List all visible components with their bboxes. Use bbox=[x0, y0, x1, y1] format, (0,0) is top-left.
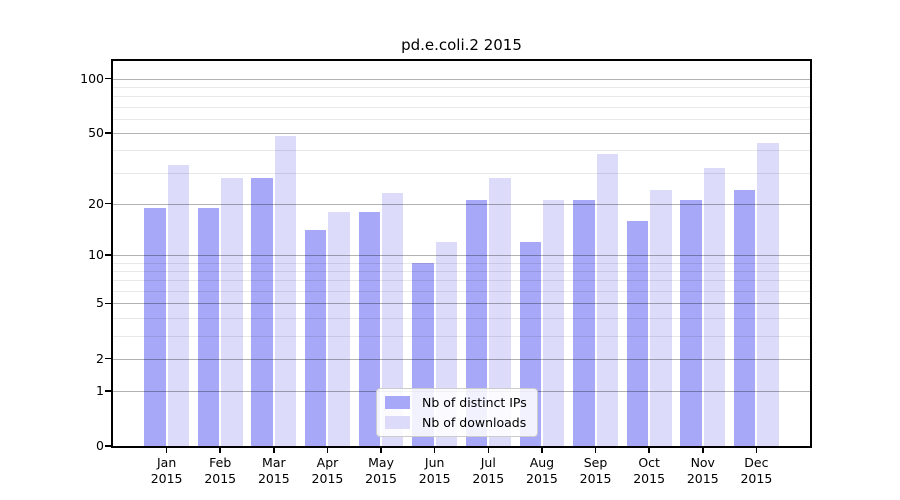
bar-distinct-ips-jan bbox=[144, 207, 166, 446]
y-tick-label: 2 bbox=[96, 350, 104, 366]
legend-swatch bbox=[385, 416, 410, 429]
bar-downloads-jan bbox=[167, 165, 189, 446]
y-tick-label: 1 bbox=[96, 382, 104, 398]
x-tick-mark bbox=[487, 448, 490, 453]
minor-gridline bbox=[113, 150, 810, 152]
bar-distinct-ips-feb bbox=[197, 207, 220, 446]
y-tick-label: 5 bbox=[96, 295, 104, 311]
chart-title: pd.e.coli.2 2015 bbox=[401, 36, 522, 54]
y-tick-label: 100 bbox=[80, 70, 104, 86]
bar-downloads-sep bbox=[596, 154, 618, 446]
bar-distinct-ips-sep bbox=[573, 199, 595, 446]
bar-downloads-nov bbox=[703, 167, 726, 446]
x-tick-label: Jul 2015 bbox=[472, 455, 505, 486]
y-tick-mark bbox=[105, 202, 111, 205]
bar-downloads-feb bbox=[221, 177, 243, 446]
bar-distinct-ips-nov bbox=[680, 199, 702, 446]
plot-area bbox=[111, 59, 812, 448]
bar-downloads-oct bbox=[650, 189, 672, 446]
x-tick-label: Feb 2015 bbox=[204, 455, 237, 486]
y-tick-mark bbox=[105, 357, 111, 360]
y-tick-mark bbox=[105, 390, 111, 392]
x-tick-mark bbox=[380, 448, 382, 453]
bar-downloads-aug bbox=[542, 199, 565, 446]
y-tick-label: 0 bbox=[96, 438, 104, 453]
bar-downloads-dec bbox=[757, 143, 779, 446]
bar-downloads-apr bbox=[328, 211, 350, 446]
y-tick-label: 20 bbox=[88, 195, 104, 211]
x-tick-label: Jan 2015 bbox=[150, 455, 183, 486]
y-tick-label: 10 bbox=[88, 247, 104, 263]
x-tick-label: Nov 2015 bbox=[686, 455, 719, 486]
major-gridline bbox=[113, 78, 810, 80]
x-tick-label: Aug 2015 bbox=[526, 455, 558, 486]
x-tick-label: Apr 2015 bbox=[311, 455, 344, 486]
y-tick-mark bbox=[105, 77, 111, 80]
x-tick-mark bbox=[165, 448, 168, 453]
x-tick-label: Dec 2015 bbox=[740, 455, 773, 486]
x-tick-mark bbox=[219, 448, 221, 453]
bar-distinct-ips-oct bbox=[626, 220, 649, 446]
bar-distinct-ips-dec bbox=[733, 189, 756, 446]
y-tick-mark bbox=[105, 132, 111, 134]
x-tick-mark bbox=[755, 448, 758, 453]
minor-gridline bbox=[113, 86, 810, 88]
y-tick-label: 50 bbox=[88, 125, 104, 140]
bar-distinct-ips-jul bbox=[465, 199, 488, 446]
legend-label: Nb of downloads bbox=[422, 415, 527, 430]
x-tick-label: Mar 2015 bbox=[257, 455, 290, 486]
x-tick-mark bbox=[648, 448, 650, 453]
bar-downloads-may bbox=[382, 193, 404, 446]
legend-label: Nb of distinct IPs bbox=[422, 395, 527, 410]
bar-downloads-mar bbox=[274, 136, 297, 446]
major-gridline bbox=[113, 133, 810, 134]
bar-distinct-ips-mar bbox=[251, 177, 273, 446]
y-tick-mark bbox=[105, 254, 111, 256]
minor-gridline bbox=[113, 118, 810, 120]
x-tick-mark bbox=[594, 448, 597, 453]
legend-swatch bbox=[385, 396, 410, 409]
minor-gridline bbox=[113, 96, 810, 98]
bar-distinct-ips-may bbox=[358, 211, 381, 446]
x-tick-mark bbox=[541, 448, 543, 453]
minor-gridline bbox=[113, 106, 810, 108]
legend-entry-distinct-ips: Nb of distinct IPs bbox=[385, 395, 527, 410]
y-tick-mark bbox=[105, 302, 111, 305]
x-tick-mark bbox=[702, 448, 704, 453]
legend: Nb of distinct IPs Nb of downloads bbox=[376, 388, 538, 437]
x-tick-label: Oct 2015 bbox=[633, 455, 666, 486]
bar-distinct-ips-apr bbox=[305, 230, 327, 446]
x-tick-mark bbox=[433, 448, 436, 453]
x-tick-mark bbox=[326, 448, 329, 453]
y-tick-mark bbox=[105, 445, 111, 447]
x-tick-label: May 2015 bbox=[365, 455, 397, 486]
x-tick-label: Sep 2015 bbox=[579, 455, 612, 486]
x-tick-mark bbox=[273, 448, 275, 453]
bar-downloads-jul bbox=[489, 177, 511, 446]
x-tick-label: Jun 2015 bbox=[418, 455, 451, 486]
legend-entry-downloads: Nb of downloads bbox=[385, 415, 527, 430]
